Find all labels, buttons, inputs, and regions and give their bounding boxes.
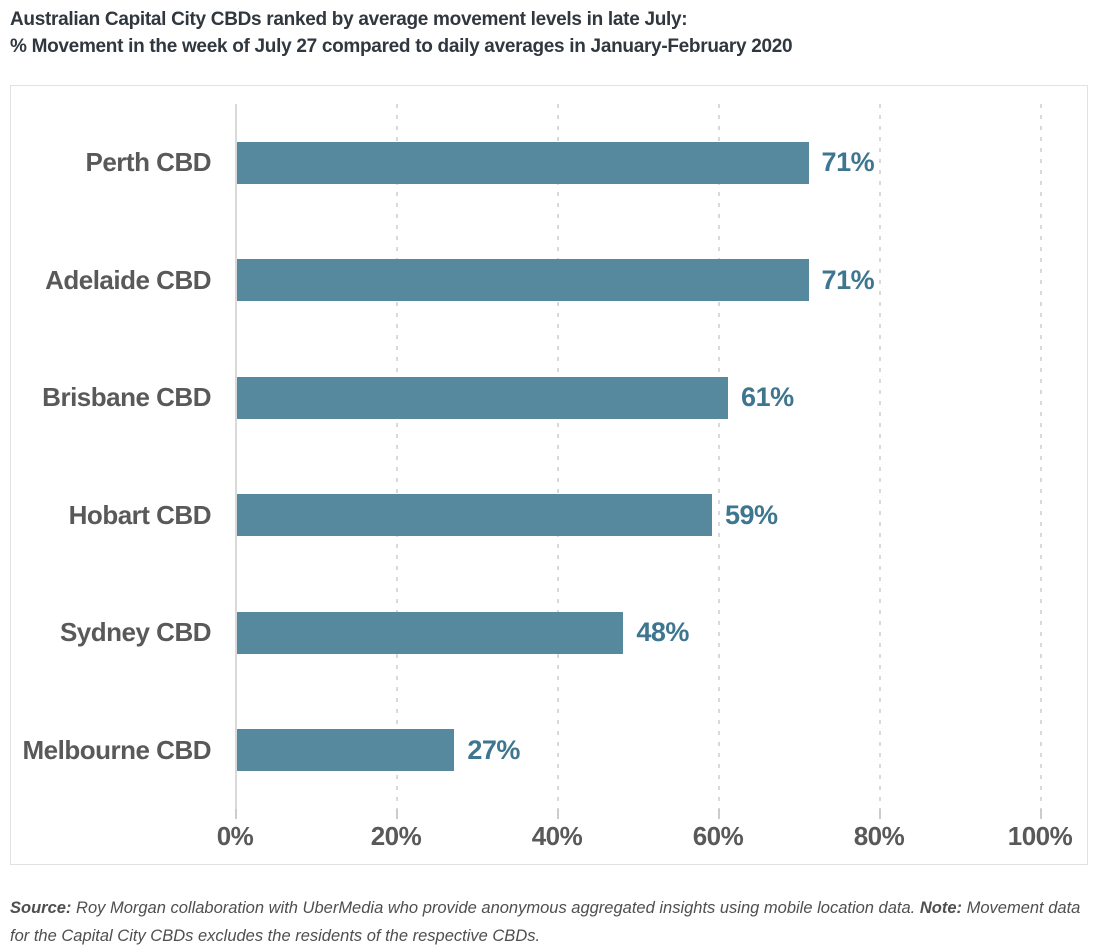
gridline-40pct — [557, 104, 559, 809]
chart-title-line2: % Movement in the week of July 27 compar… — [10, 36, 793, 57]
gridline-60pct — [718, 104, 720, 809]
bar-row-hobart: Hobart CBD 59% — [11, 457, 1087, 575]
bar-row-perth: Perth CBD 71% — [11, 104, 1087, 222]
axis-line-0pct — [235, 104, 237, 809]
tick-mark — [557, 809, 559, 819]
plot-area: Perth CBD 71% Adelaide CBD 71% Brisbane … — [11, 104, 1087, 809]
bar-perth — [237, 141, 809, 184]
x-tick-label: 0% — [216, 821, 254, 851]
gridline-20pct — [396, 104, 398, 809]
bar-track: 48% — [235, 574, 1087, 692]
category-label: Brisbane CBD — [42, 382, 211, 413]
value-label: 59% — [724, 499, 778, 530]
tick-mark — [879, 809, 881, 819]
chart-container: Perth CBD 71% Adelaide CBD 71% Brisbane … — [10, 85, 1088, 865]
value-label: 27% — [467, 734, 520, 765]
bar-track: 27% — [235, 692, 1087, 810]
bar-row-sydney: Sydney CBD 48% — [11, 574, 1087, 692]
value-label: 61% — [741, 382, 794, 413]
x-tick-label: 60% — [692, 821, 744, 851]
bar-sydney — [237, 611, 624, 654]
bar-row-melbourne: Melbourne CBD 27% — [11, 692, 1087, 810]
bar-hobart — [237, 494, 712, 537]
category-label: Sydney CBD — [59, 617, 212, 648]
x-tick-label: 80% — [853, 821, 905, 851]
category-label: Hobart CBD — [68, 499, 212, 530]
category-label: Melbourne CBD — [22, 734, 212, 765]
gridline-80pct — [879, 104, 881, 809]
tick-mark — [235, 809, 237, 819]
bar-melbourne — [237, 729, 455, 772]
chart-title-line1: Australian Capital City CBDs ranked by a… — [10, 9, 688, 30]
value-label: 71% — [821, 147, 875, 178]
bar-adelaide — [237, 259, 809, 302]
category-label: Adelaide CBD — [45, 264, 211, 295]
value-label: 71% — [821, 264, 875, 295]
gridline-100pct — [1040, 104, 1042, 809]
tick-mark — [1040, 809, 1042, 819]
value-label: 48% — [636, 617, 689, 648]
bar-track: 59% — [235, 457, 1087, 575]
note-label: Note: — [919, 899, 963, 917]
x-tick-label: 100% — [1007, 821, 1073, 851]
source-label: Source: — [10, 899, 72, 917]
x-axis: 0% 20% 40% 60% 80% 100% — [11, 819, 1087, 859]
x-tick-label: 40% — [531, 821, 583, 851]
bar-row-adelaide: Adelaide CBD 71% — [11, 222, 1087, 340]
x-tick-label: 20% — [370, 821, 422, 851]
tick-mark — [396, 809, 398, 819]
bar-brisbane — [237, 376, 729, 419]
chart-title: Australian Capital City CBDs ranked by a… — [10, 6, 1090, 60]
bar-track: 71% — [235, 222, 1087, 340]
bar-track: 71% — [235, 104, 1087, 222]
source-note: Source: Roy Morgan collaboration with Ub… — [10, 894, 1090, 949]
source-text: Roy Morgan collaboration with UberMedia … — [71, 899, 920, 917]
bar-track: 61% — [235, 339, 1087, 457]
tick-mark — [718, 809, 720, 819]
note-text: Movement data for the Capital City CBDs … — [10, 899, 1081, 945]
bar-row-brisbane: Brisbane CBD 61% — [11, 339, 1087, 457]
category-label: Perth CBD — [85, 147, 211, 178]
